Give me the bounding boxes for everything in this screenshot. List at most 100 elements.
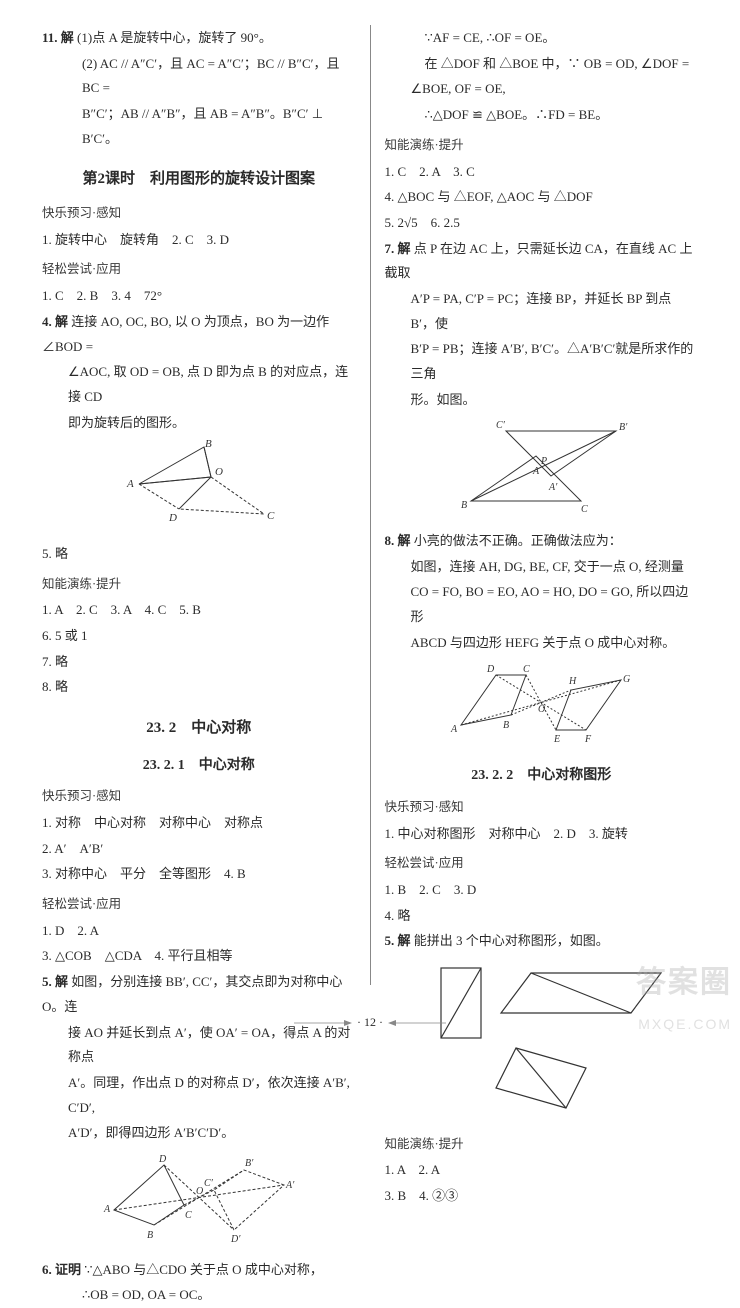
q4-text2: ∠AOC, 取 OD = OB, 点 D 即为点 B 的对应点，连接 CD — [42, 360, 356, 409]
r-s3: 5. 2√5 6. 2.5 — [385, 211, 699, 236]
q4-line1: 4. 解 连接 AO, OC, BO, 以 O 为顶点，BO 为一边作∠BOD … — [42, 310, 356, 359]
svg-text:O: O — [196, 1186, 203, 1197]
diagram-3-svg: ABC P A′B′C′ — [441, 416, 641, 516]
r-k2: 3. B 4. ②③ — [385, 1184, 699, 1209]
page-number: · 12 · — [357, 1015, 383, 1029]
left-p1: 1. 对称 中心对称 对称中心 对称点 — [42, 811, 356, 836]
svg-text:A: A — [450, 724, 458, 735]
right-cat2: 快乐预习·感知 — [385, 796, 699, 820]
q5b-label: 5. 解 — [42, 974, 68, 989]
heading-23-2: 23. 2 中心对称 — [42, 714, 356, 743]
rq5-text1: 能拼出 3 个中心对称图形，如图。 — [414, 933, 609, 948]
rq5-label: 5. 解 — [385, 933, 411, 948]
svg-text:O: O — [215, 466, 223, 478]
right-column: ∵AF = CE, ∴OF = OE。 在 △DOF 和 △BOE 中，∵ OB… — [373, 25, 711, 1024]
svg-text:O: O — [538, 704, 545, 715]
q7-label: 7. 解 — [385, 241, 411, 256]
diagram-2-svg: AB CD O A′B′ C′D′ — [99, 1150, 299, 1245]
left-skill3: 7. 略 — [42, 650, 356, 675]
q5b-text4: A′D′，即得四边形 A′B′C′D′。 — [42, 1121, 356, 1146]
q6-text2: ∴OB = OD, OA = OC。 — [42, 1283, 356, 1308]
left-try1: 1. C 2. B 3. 4 72° — [42, 284, 356, 309]
svg-text:D: D — [486, 664, 495, 675]
svg-text:D: D — [158, 1154, 167, 1165]
svg-text:A′: A′ — [548, 482, 558, 493]
left-skill1: 1. A 2. C 3. A 4. C 5. B — [42, 598, 356, 623]
left-cat-preview: 快乐预习·感知 — [42, 202, 356, 226]
watermark-line2: MXQE.COM — [636, 1011, 732, 1038]
r-k1: 1. A 2. A — [385, 1158, 699, 1183]
right-cat4: 知能演练·提升 — [385, 1133, 699, 1157]
left-skill2: 6. 5 或 1 — [42, 624, 356, 649]
svg-text:C′: C′ — [496, 420, 506, 431]
diagram-3: ABC P A′B′C′ — [385, 416, 699, 525]
left-cat-try: 轻松尝试·应用 — [42, 258, 356, 282]
q4-text1: 连接 AO, OC, BO, 以 O 为顶点，BO 为一边作∠BOD = — [42, 314, 329, 354]
svg-text:B: B — [205, 439, 212, 450]
r-cont4: ∴△DOF ≌ △BOE。∴FD = BE。 — [385, 103, 699, 128]
q5b-text3: A′。同理，作出点 D 的对称点 D′，依次连接 A′B′, C′D′, — [42, 1071, 356, 1120]
q7-text4: 形。如图。 — [385, 388, 699, 413]
q8-text3: CO = FO, BO = EO, AO = HO, DO = GO, 所以四边… — [385, 580, 699, 629]
diagram-4-svg: AB CD EF GH O — [441, 660, 641, 745]
diagram-4: AB CD EF GH O — [385, 660, 699, 754]
footer-deco-right-icon — [386, 1018, 446, 1028]
left-pre1: 1. 旋转中心 旋转角 2. C 3. D — [42, 228, 356, 253]
left-cat5: 轻松尝试·应用 — [42, 893, 356, 917]
watermark: 答案圈 MXQE.COM — [636, 954, 732, 1038]
svg-text:G: G — [623, 674, 630, 685]
svg-text:P: P — [540, 456, 547, 467]
page-number-value: 12 — [364, 1015, 376, 1029]
left-t1: 1. D 2. A — [42, 919, 356, 944]
q7-line1: 7. 解 点 P 在边 AC 上，只需延长边 CA，在直线 AC 上截取 — [385, 237, 699, 286]
right-cat3: 轻松尝试·应用 — [385, 852, 699, 876]
q7-text2: A′P = PA, C′P = PC；连接 BP，并延长 BP 到点 B′，使 — [385, 287, 699, 336]
q11-text1: (1)点 A 是旋转中心，旋转了 90°。 — [77, 30, 272, 45]
svg-text:C: C — [267, 510, 275, 522]
diagram-2: AB CD O A′B′ C′D′ — [42, 1150, 356, 1254]
svg-text:F: F — [584, 734, 592, 745]
svg-text:B: B — [147, 1230, 153, 1241]
page: 11. 解 (1)点 A 是旋转中心，旋转了 90°。 (2) AC // A″… — [0, 0, 740, 1044]
left-q5: 5. 略 — [42, 542, 356, 567]
q8-text1: 小亮的做法不正确。正确做法应为： — [414, 533, 622, 548]
svg-text:B′: B′ — [245, 1158, 254, 1169]
r-t1: 1. B 2. C 3. D — [385, 878, 699, 903]
q7-text1: 点 P 在边 AC 上，只需延长边 CA，在直线 AC 上截取 — [385, 241, 693, 281]
rq5-line1: 5. 解 能拼出 3 个中心对称图形，如图。 — [385, 929, 699, 954]
svg-text:A′: A′ — [285, 1180, 295, 1191]
watermark-line1: 答案圈 — [636, 954, 732, 1011]
q8-line1: 8. 解 小亮的做法不正确。正确做法应为： — [385, 529, 699, 554]
svg-text:B′: B′ — [619, 422, 628, 433]
left-column: 11. 解 (1)点 A 是旋转中心，旋转了 90°。 (2) AC // A″… — [30, 25, 368, 1024]
q8-label: 8. 解 — [385, 533, 411, 548]
q6-label: 6. 证明 — [42, 1262, 81, 1277]
q4-label: 4. 解 — [42, 314, 68, 329]
q11-label: 11. 解 — [42, 30, 74, 45]
right-cat1: 知能演练·提升 — [385, 134, 699, 158]
q11-line1: 11. 解 (1)点 A 是旋转中心，旋转了 90°。 — [42, 26, 356, 51]
svg-text:A: A — [126, 478, 134, 490]
svg-text:C′: C′ — [204, 1178, 214, 1189]
q4-text3: 即为旋转后的图形。 — [42, 411, 356, 436]
q11-text3: B″C′；AB // A″B″，且 AB = A″B″。B″C′ ⊥ B′C′。 — [42, 102, 356, 151]
r-t2: 4. 略 — [385, 904, 699, 929]
diagram-1-svg: A B O C D — [119, 439, 279, 529]
left-skill4: 8. 略 — [42, 675, 356, 700]
left-cat-skill: 知能演练·提升 — [42, 573, 356, 597]
svg-text:B: B — [503, 720, 509, 731]
left-p2: 2. A′ A′B′ — [42, 837, 356, 862]
q11-text2: (2) AC // A″C′，且 AC = A″C′；BC // B″C′，且 … — [42, 52, 356, 101]
diagram-5-svg — [416, 958, 666, 1118]
diagram-1: A B O C D — [42, 439, 356, 538]
r-cont1: ∵AF = CE, ∴OF = OE。 — [385, 26, 699, 51]
r-s2: 4. △BOC 与 △EOF, △AOC 与 △DOF — [385, 185, 699, 210]
q6-line1: 6. 证明 ∵△ABO 与△CDO 关于点 O 成中心对称， — [42, 1258, 356, 1283]
svg-text:A: A — [103, 1204, 111, 1215]
lesson2-title: 第2课时 利用图形的旋转设计图案 — [42, 165, 356, 194]
footer-deco-left-icon — [294, 1018, 354, 1028]
svg-text:E: E — [553, 734, 560, 745]
q7-text3: B′P = PB；连接 A′B′, B′C′。△A′B′C′就是所求作的三角 — [385, 337, 699, 386]
svg-text:H: H — [568, 676, 577, 687]
r-p1: 1. 中心对称图形 对称中心 2. D 3. 旋转 — [385, 822, 699, 847]
